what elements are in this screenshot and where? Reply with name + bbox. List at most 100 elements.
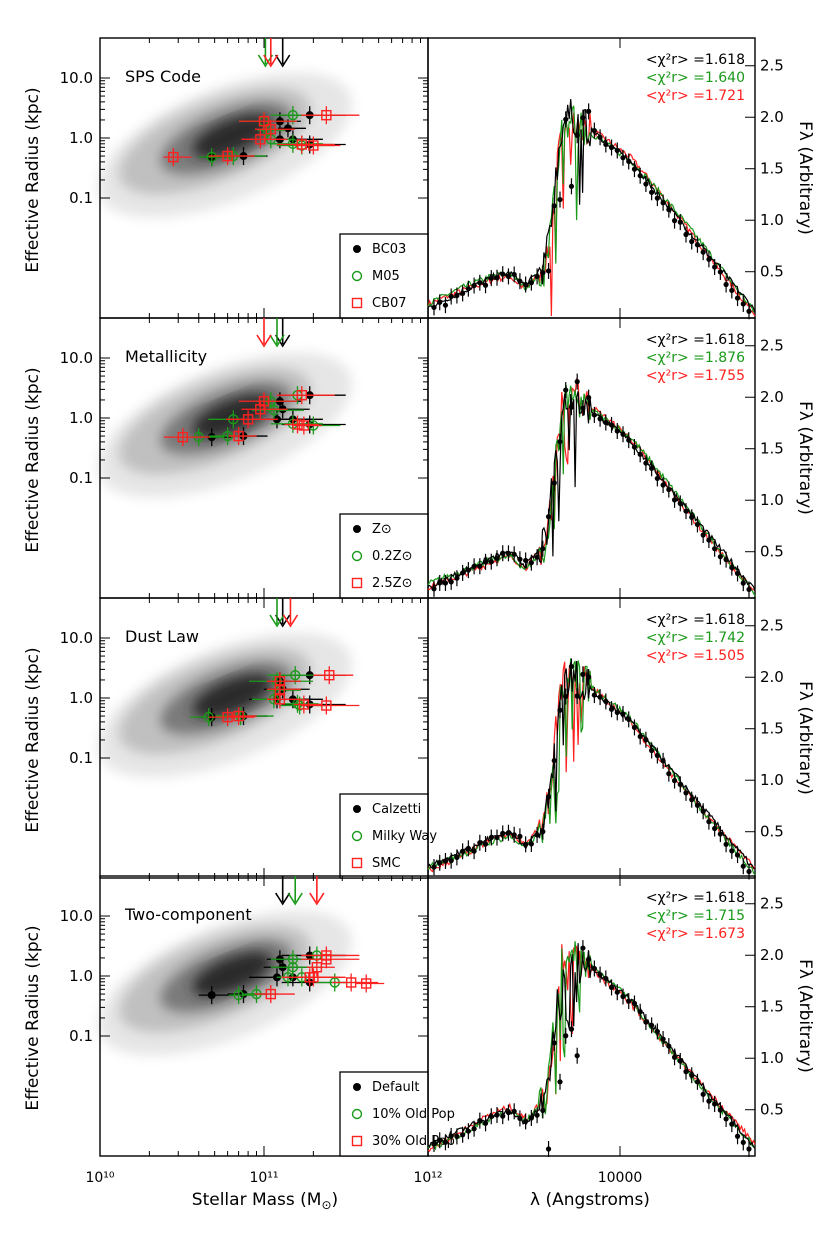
photometry-point [460,290,466,297]
photometry-point [494,1112,500,1118]
photometry-point [500,830,506,836]
photometry-point [568,663,575,670]
spectrum-panel: 2.5 2.0 1.5 1.0 0.5 <χ²r> =1.618 <χ²r> =1.640 <… [427,37,784,320]
photometry-point [523,841,529,847]
chi-square-label: <χ²r> =1.721 [646,88,745,104]
data-point [206,151,217,163]
photometry-point [729,848,735,854]
photometry-point [603,975,609,982]
photometry-point [442,858,449,864]
photometry-point [574,1053,580,1059]
photometry-point [608,984,615,991]
photometry-point [712,546,718,552]
photometry-point [597,694,603,700]
photometry-point [586,108,592,114]
legend-marker [351,830,363,842]
photometry-point [626,158,632,165]
chi-square-label: <χ²r> =1.505 [646,648,745,664]
photometry-point [740,580,746,586]
data-point [308,140,319,151]
photometry-point [574,132,580,138]
photometry-point [528,280,534,286]
panel-title: Dust Law [125,627,199,646]
scatter-panel: 10.0 1.0 0.1 Metallicity Z⊙ 0.2Z⊙ 2.5Z⊙ [60,317,429,599]
legend-label: SMC [372,856,401,871]
flux-tick-label: 2.0 [760,108,784,126]
photometry-point [534,554,540,560]
photometry-point [603,141,609,148]
photometry-point [706,1098,712,1104]
photometry-point [551,1040,557,1046]
flux-tick-label: 1.5 [760,998,784,1016]
photometry-point [620,431,626,437]
mass-tick-label: 10¹⁰ [85,1170,114,1186]
y-axis-label-flux: Fλ (Arbitrary) [795,959,815,1073]
data-point [321,954,332,965]
density-map [98,910,352,1056]
radius-tick-label: 1.0 [69,689,93,707]
photometry-point [631,444,638,450]
legend-label: 10% Old Pop [372,1107,455,1122]
flux-tick-label: 1.0 [760,1049,784,1067]
spectrum-panel: 2.5 2.0 1.5 1.0 0.5 <χ²r> =1.618 <χ²r> =1.876 <… [427,317,784,599]
median-arrow-head [282,614,299,628]
photometry-point [660,1036,666,1042]
photometry-point [694,1079,701,1085]
photometry-point [706,256,712,262]
photometry-point [700,1091,706,1097]
photometry-point [477,563,483,569]
photometry-point [746,586,752,593]
data-point [361,978,372,989]
photometry-point [580,115,586,121]
spectrum-frame [427,875,756,1157]
photometry-point [545,268,552,274]
chi-square-label: <χ²r> =1.673 [646,926,745,942]
photometry-point [557,439,563,445]
flux-tick-label: 0.5 [760,823,784,841]
legend-label: Milky Way [372,829,437,844]
photometry-point [448,858,454,864]
photometry-point [477,280,483,286]
data-point [233,989,244,1001]
y-axis-label-radius: Effective Radius (kpc) [23,87,43,272]
photometry-point [442,1139,449,1145]
photometry-point [557,196,563,203]
y-axis-label-flux: Fλ (Arbitrary) [795,681,815,795]
photometry-point [700,532,706,538]
legend-marker [351,1135,363,1147]
mass-tick-label: 10¹¹ [249,1170,278,1186]
spectrum-line [427,391,756,592]
photometry-point [557,707,563,713]
median-arrow-head [263,54,279,68]
photometry-point [740,863,746,869]
photometry-point [431,586,437,592]
photometry-point [723,841,729,847]
photometry-point [723,281,729,288]
photometry-point [626,998,632,1004]
photometry-point [666,486,672,493]
photometry-point [500,1113,506,1119]
radius-tick-label: 0.1 [69,469,93,487]
legend-label: Default [372,1080,420,1095]
photometry-point [712,1101,718,1107]
photometry-point [437,1137,443,1143]
photometry-point [626,437,632,443]
photometry-point [482,559,489,565]
legend-label: M05 [372,269,400,284]
density-contour [192,674,272,718]
photometry-point [494,555,500,561]
data-point [311,962,323,973]
photometry-point [677,781,683,787]
photometry-point [631,1000,638,1007]
x-axis-label-wavelength: λ (Angstroms) [530,1190,650,1210]
photometry-point [734,570,741,577]
photometry-point [723,557,729,563]
legend-marker [351,550,363,562]
photometry-point [557,1079,563,1085]
photometry-point [517,556,523,562]
density-contour [192,394,272,438]
photometry-point [488,1113,494,1119]
legend-label: CB07 [372,296,407,311]
photometry-point [586,674,592,680]
legend-marker [351,297,363,309]
